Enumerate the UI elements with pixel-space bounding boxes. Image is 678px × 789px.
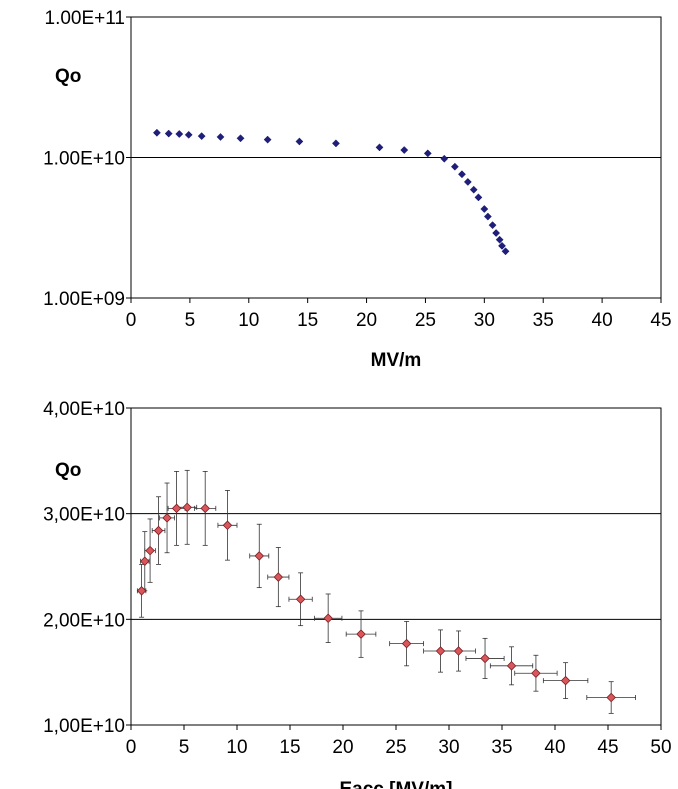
y-tick-label: 2,00E+10	[43, 610, 125, 631]
data-point	[175, 130, 184, 138]
data-point	[236, 134, 245, 143]
y-tick-label: 1,00E+10	[43, 716, 125, 737]
y-tick-label: 1.00E+09	[43, 289, 125, 310]
x-tick-label: 10	[226, 737, 247, 758]
data-point	[531, 668, 541, 678]
x-axis-label: Eacc [MV/m]	[340, 779, 453, 789]
x-tick-label: 40	[592, 310, 613, 331]
x-tick-label: 0	[126, 737, 137, 758]
data-point	[453, 646, 464, 656]
data-point	[140, 556, 150, 566]
x-tick-label: 30	[438, 737, 459, 758]
data-point	[216, 133, 225, 141]
data-point	[263, 135, 272, 144]
data-point	[254, 551, 265, 561]
data-point	[480, 653, 490, 664]
x-tick-label: 0	[126, 310, 137, 331]
data-point	[440, 154, 449, 163]
data-point	[153, 525, 164, 536]
x-tick-label: 25	[385, 737, 406, 758]
plot-frame	[130, 407, 662, 726]
data-point	[331, 139, 340, 148]
data-point	[400, 146, 409, 154]
data-point	[184, 130, 193, 139]
y-tick-label: 4,00E+10	[43, 399, 125, 420]
data-point	[375, 143, 384, 152]
y-tick-label: 1.00E+11	[45, 8, 125, 29]
data-point	[200, 503, 210, 514]
y-axis-label: Qo	[55, 460, 81, 481]
qo-vs-field-log-chart: 1.00E+09 1.00E+10 1.00E+11 0 5 10 15 20 25 30 35 4…	[43, 8, 671, 371]
data-point	[501, 247, 510, 256]
data-point	[492, 229, 501, 237]
x-tick-label: 35	[533, 310, 554, 331]
data-point	[463, 177, 472, 186]
data-point	[495, 235, 504, 244]
data-point	[162, 513, 172, 523]
data-point	[560, 675, 571, 686]
data-point	[152, 128, 161, 137]
data-point	[483, 212, 492, 221]
data-point	[295, 594, 306, 605]
y-tick-label: 1.00E+10	[43, 149, 125, 170]
data-point	[458, 170, 466, 179]
x-tick-label: 45	[597, 737, 618, 758]
data-point	[498, 241, 506, 250]
x-tick-label: 15	[279, 737, 300, 758]
x-tick-label: 35	[491, 737, 512, 758]
data-point	[606, 692, 616, 703]
data-point	[488, 221, 497, 230]
y-axis-label: Qo	[55, 66, 81, 87]
data-point	[480, 205, 489, 213]
x-tick-label: 30	[474, 310, 495, 331]
x-tick-label: 5	[185, 310, 196, 331]
data-point	[474, 193, 483, 202]
data-point	[145, 545, 155, 556]
x-tick-label: 10	[238, 310, 259, 331]
x-tick-label: 45	[650, 310, 671, 331]
qo-vs-eacc-chart: 1,00E+10 2,00E+10 3,00E+10 4,00E+10 0 5 10 15 2…	[43, 399, 671, 789]
x-tick-label: 40	[544, 737, 565, 758]
data-point	[171, 503, 182, 514]
data-point	[323, 613, 333, 624]
x-axis-label: MV/m	[371, 350, 422, 371]
data-point	[401, 638, 412, 649]
y-tick-label: 3,00E+10	[43, 505, 125, 526]
data-point	[295, 137, 304, 146]
x-tick-label: 5	[179, 737, 190, 758]
data-point	[450, 162, 459, 171]
x-tick-label: 25	[415, 310, 436, 331]
data-point	[164, 129, 173, 138]
data-point	[356, 629, 366, 639]
x-tick-label: 50	[650, 737, 671, 758]
data-point	[136, 586, 147, 596]
data-point	[506, 661, 517, 671]
x-tick-label: 20	[356, 310, 377, 331]
data-point	[469, 185, 478, 194]
data-point	[423, 149, 432, 158]
data-point	[222, 520, 233, 531]
x-tick-label: 20	[332, 737, 353, 758]
data-point	[182, 502, 192, 513]
data-point	[197, 132, 206, 141]
data-point	[435, 646, 446, 656]
x-tick-label: 15	[297, 310, 318, 331]
data-point	[273, 572, 284, 582]
